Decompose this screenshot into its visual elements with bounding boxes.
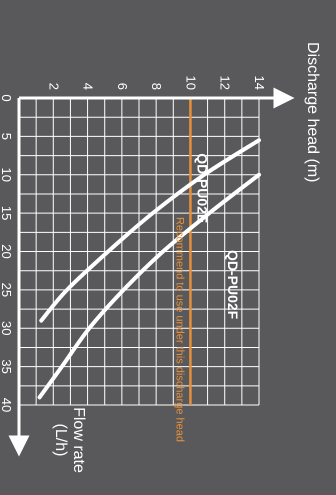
series-label-QD-PU02F: QD-PU02F xyxy=(225,250,241,320)
curves: QD-PU02E QD-PU02F xyxy=(37,98,261,405)
x-tick-label: 35 xyxy=(0,359,14,373)
labels: Discharge head (m) Flow rate (L/h) Recom… xyxy=(52,42,321,473)
y-tick-label: 8 xyxy=(149,83,164,90)
series-label-QD-PU02E: QD-PU02E xyxy=(194,153,210,223)
grid xyxy=(18,97,260,406)
y-axis-title: Discharge head (m) xyxy=(304,42,321,183)
x-tick-label: 5 xyxy=(0,133,14,140)
x-axis-unit: (L/h) xyxy=(52,424,69,457)
recommend-annotation: Recommend to use under this discharge he… xyxy=(173,217,185,442)
x-tick-label: 25 xyxy=(0,283,14,297)
x-axis-title: Flow rate xyxy=(70,407,87,473)
axes: 0 5 10 15 20 25 30 35 40 2 4 6 8 10 12 14 xyxy=(0,76,295,457)
x-tick-label: 0 xyxy=(0,94,14,101)
y-tick-label: 6 xyxy=(115,83,130,90)
y-tick-label: 12 xyxy=(218,76,233,90)
series-line-QD-PU02E xyxy=(39,138,261,323)
y-tick-label: 10 xyxy=(183,76,198,90)
x-tick-label: 40 xyxy=(0,398,14,412)
x-tick-label: 10 xyxy=(0,168,14,182)
x-tick-label: 20 xyxy=(0,244,14,258)
series-line-QD-PU02F xyxy=(37,172,261,400)
y-tick-label: 14 xyxy=(252,76,267,90)
x-tick-label: 15 xyxy=(0,206,14,220)
y-tick-label: 4 xyxy=(81,83,96,90)
y-tick-label: 2 xyxy=(46,83,61,90)
x-tick-label: 30 xyxy=(0,321,14,335)
